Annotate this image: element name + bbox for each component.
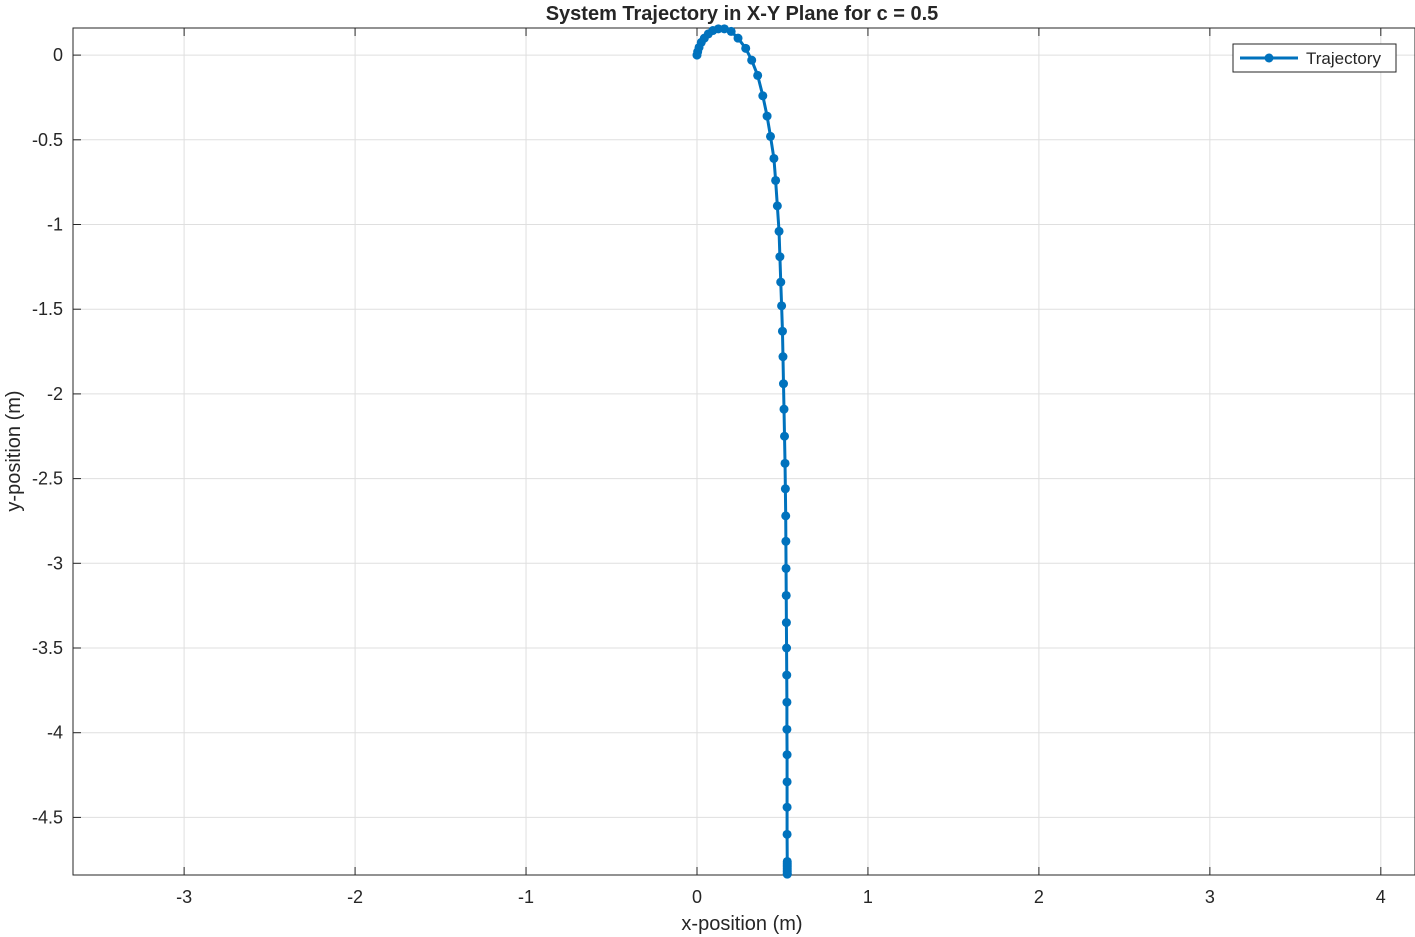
data-point <box>771 175 781 185</box>
data-point <box>781 511 791 521</box>
data-point <box>779 404 789 414</box>
data-point <box>780 458 790 468</box>
data-point <box>753 70 763 80</box>
y-tick-label: -4.5 <box>32 807 63 827</box>
data-point <box>775 252 785 262</box>
data-point <box>747 55 757 65</box>
x-tick-label: 1 <box>863 887 873 907</box>
data-point <box>778 352 788 362</box>
data-point <box>782 724 792 734</box>
data-point <box>782 643 792 653</box>
x-tick-label: 2 <box>1034 887 1044 907</box>
x-tick-label: 3 <box>1205 887 1215 907</box>
axes-box <box>72 27 1415 876</box>
legend: Trajectory <box>1232 43 1397 73</box>
data-point <box>778 379 788 389</box>
y-tick-label: -1 <box>47 215 63 235</box>
data-point <box>733 33 743 43</box>
data-point <box>782 697 792 707</box>
data-point <box>781 590 791 600</box>
data-point <box>780 484 790 494</box>
data-point <box>774 226 784 236</box>
data-point <box>769 153 779 163</box>
y-tick-label: -3 <box>47 553 63 573</box>
data-point <box>782 869 792 879</box>
data-point <box>772 201 782 211</box>
y-tick-label: -0.5 <box>32 130 63 150</box>
chart-title: System Trajectory in X-Y Plane for c = 0… <box>546 3 939 25</box>
grid <box>73 28 1415 875</box>
data-point <box>782 802 792 812</box>
x-tick-label: -1 <box>518 887 534 907</box>
data-point <box>781 536 791 546</box>
data-point <box>780 431 790 441</box>
y-tick-label: -2.5 <box>32 469 63 489</box>
y-tick-label: -3.5 <box>32 638 63 658</box>
y-tick-label: -2 <box>47 384 63 404</box>
data-point <box>782 829 792 839</box>
data-point <box>777 326 787 336</box>
legend-marker-swatch <box>1264 53 1274 63</box>
data-point <box>719 24 729 34</box>
x-axis-label: x-position (m) <box>681 913 802 935</box>
y-tick-label: -4 <box>47 723 63 743</box>
data-point <box>741 43 751 53</box>
series-layer <box>692 24 792 879</box>
data-point <box>765 131 775 141</box>
data-point <box>762 111 772 121</box>
x-tick-label: 4 <box>1376 887 1386 907</box>
x-tick-label: 0 <box>692 887 702 907</box>
data-point <box>726 26 736 36</box>
data-point <box>782 670 792 680</box>
data-point <box>781 618 791 628</box>
x-tick-label: -3 <box>176 887 192 907</box>
data-point <box>758 91 768 101</box>
axes <box>72 27 1415 876</box>
data-point <box>776 277 786 287</box>
y-axis-ticks: 0 -0.5 -1 -1.5 -2 -2.5 -3 -3.5 -4 -4.5 <box>32 45 81 827</box>
data-point <box>777 301 787 311</box>
legend-entry-trajectory: Trajectory <box>1306 49 1381 68</box>
x-axis-ticks: -3 -2 -1 0 1 2 3 4 <box>176 28 1386 907</box>
y-tick-label: -1.5 <box>32 299 63 319</box>
y-axis-label: y-position (m) <box>3 390 25 511</box>
y-tick-label: 0 <box>53 45 63 65</box>
data-point <box>782 777 792 787</box>
data-point <box>781 563 791 573</box>
data-point <box>782 750 792 760</box>
x-tick-label: -2 <box>347 887 363 907</box>
